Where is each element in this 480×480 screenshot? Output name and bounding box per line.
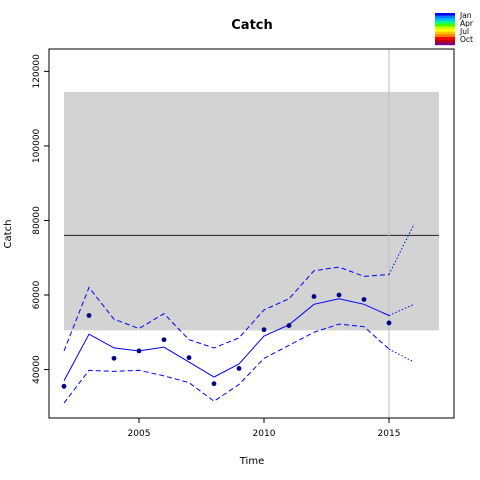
legend-color-swatch — [435, 13, 455, 16]
projection-upper-line — [388, 223, 415, 275]
legend-label: Apr — [460, 19, 474, 28]
legend-color-swatch — [435, 34, 455, 38]
observed-point — [311, 294, 317, 299]
x-axis-label: Time — [239, 456, 264, 467]
projection-fit-line — [388, 303, 415, 316]
legend-color-swatch — [435, 31, 455, 35]
legend-color-swatch — [435, 26, 455, 30]
observed-point — [236, 366, 242, 371]
legend-label: Jul — [459, 27, 469, 36]
legend-color-swatch — [435, 42, 455, 46]
y-tick-label: 120000 — [32, 54, 42, 89]
legend-label: Oct — [460, 35, 473, 44]
shaded-band-layer — [64, 91, 439, 331]
observed-point — [211, 381, 217, 387]
x-tick-label: 2010 — [253, 429, 276, 439]
legend-color-swatch — [435, 39, 455, 43]
observed-point — [186, 355, 192, 361]
series-fit-line — [63, 298, 390, 381]
observed-point — [336, 292, 342, 298]
legend-color-swatch — [435, 23, 455, 27]
legend-color-swatch — [435, 29, 455, 32]
legend-color-swatch — [435, 21, 455, 24]
y-tick-label: 60000 — [32, 280, 42, 309]
legend-color-swatch — [435, 18, 455, 22]
legend-color-swatch — [435, 15, 455, 19]
projection-lower-line — [388, 348, 415, 363]
y-axis-label: Catch — [3, 220, 14, 249]
series-lines-layer — [63, 223, 415, 404]
y-tick-label: 40000 — [32, 355, 42, 384]
y-tick-label: 100000 — [32, 128, 42, 163]
axes-layer: 2005 2010 2015 40000 60000 80000 100000 120000 — [32, 54, 400, 439]
observed-point — [386, 320, 392, 326]
plot-frame — [48, 48, 455, 419]
observed-point — [361, 297, 367, 302]
reference-lines-layer — [64, 49, 439, 418]
observed-points-layer — [61, 292, 392, 389]
observed-point — [286, 323, 292, 328]
chart-title: Catch — [231, 18, 273, 33]
observed-point — [161, 337, 167, 343]
observed-point — [61, 383, 67, 389]
x-tick-label: 2005 — [128, 429, 151, 439]
legend-color-swatch — [435, 37, 455, 40]
observed-point — [261, 327, 267, 333]
legend-label: Jan — [459, 11, 472, 20]
shaded-band — [64, 91, 439, 331]
observed-point — [86, 313, 92, 318]
series-upper-line — [63, 266, 390, 352]
x-tick-label: 2015 — [378, 429, 401, 439]
observed-point — [136, 348, 142, 354]
y-tick-label: 80000 — [32, 206, 42, 235]
series-lower-line — [63, 323, 390, 404]
observed-point — [111, 355, 117, 361]
